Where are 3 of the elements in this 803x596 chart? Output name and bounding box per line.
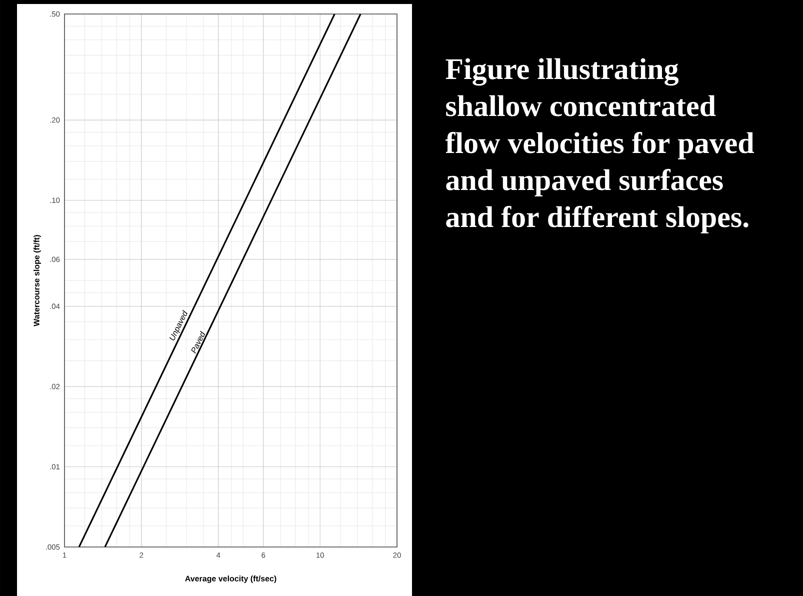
x-axis-title: Average velocity (ft/sec)	[185, 576, 276, 584]
y-axis-title: Watercourse slope (ft/ft)	[34, 235, 41, 326]
text: Figure illustrating shallow concentrated flow velocities for paved and unpaved surfaces and for different slopes.	[445, 58, 754, 234]
